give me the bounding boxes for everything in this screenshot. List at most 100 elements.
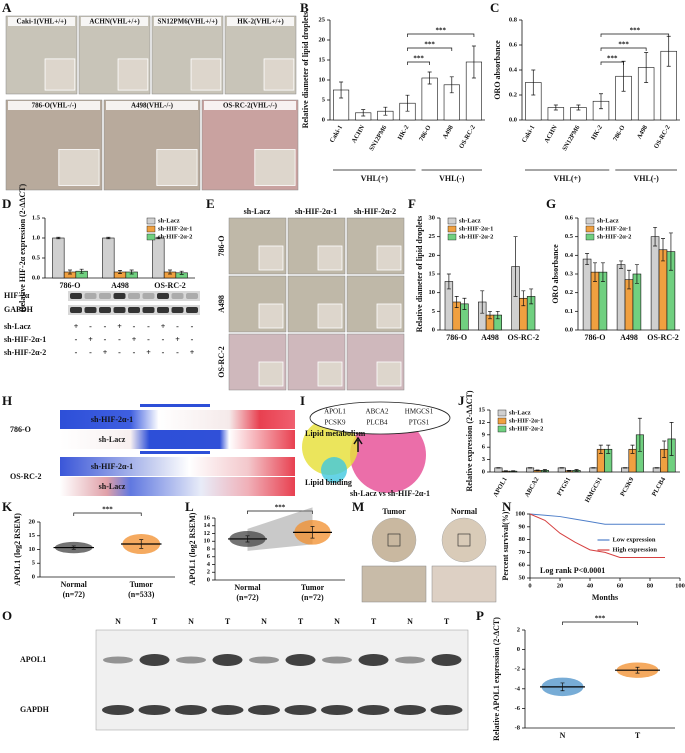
y-tick-label: 5 (432, 308, 436, 315)
error-bar (405, 94, 410, 112)
bar (616, 264, 626, 331)
error-bar (606, 444, 611, 454)
micrograph-inset (263, 58, 295, 91)
y-tick-label: 0.5 (32, 254, 41, 261)
condition-sign: + (88, 335, 93, 344)
caption-bg (81, 17, 148, 26)
blot-band (142, 293, 155, 299)
error-bar (593, 262, 597, 282)
image-caption: Caki-1(VHL+/+) (17, 18, 68, 26)
x-tick-label: ABCA2 (524, 476, 541, 498)
sig-bracket (73, 512, 142, 516)
y-tick-label: 0.0 (565, 326, 573, 333)
legend-swatch (146, 217, 156, 225)
blot-band (175, 705, 207, 715)
micrograph-inset (44, 58, 76, 91)
survival-line (529, 513, 665, 559)
image-caption: ACHN(VHL+/+) (89, 18, 140, 26)
y-tick-label: 25 (319, 16, 326, 23)
x-tick-label: T (635, 731, 641, 740)
y-tick-label: 2 (517, 626, 520, 633)
bar (526, 467, 535, 473)
bar (52, 237, 65, 279)
panel-label: D (2, 196, 11, 211)
group-label: OS-RC-2 (10, 472, 42, 481)
blot-band (103, 656, 133, 664)
blot-band (139, 654, 170, 666)
condition-sign: - (162, 335, 165, 344)
y-axis-label: APOL1 (log2 RSEM) (188, 512, 197, 585)
error-bar (106, 236, 111, 240)
y-tick-label: 5 (32, 560, 36, 567)
y-tick-label: 0 (482, 468, 485, 475)
blot-band (321, 705, 353, 715)
error-bar (488, 310, 492, 320)
micrograph-inset (317, 303, 343, 329)
error-bar (179, 270, 184, 275)
lane-label: T (225, 617, 231, 626)
sig-label: *** (595, 615, 606, 623)
blot-band (357, 705, 390, 715)
lane-label: T (371, 617, 377, 626)
y-tick-label: 6 (207, 553, 211, 560)
gene-label: HMGCS1 (405, 408, 434, 416)
error-bar (480, 290, 485, 314)
micrograph-inset (156, 149, 198, 186)
y-tick-label: 0.0 (509, 116, 517, 123)
y-tick-label: 100 (515, 510, 525, 517)
y-tick-label: 15 (29, 532, 36, 539)
x-tick-label: A498 (111, 281, 129, 290)
micrograph-inset (190, 58, 222, 91)
blot-band (113, 293, 126, 299)
row-label: A498 (217, 295, 226, 313)
bar (582, 258, 592, 331)
bar (658, 249, 668, 331)
lane-label: T (298, 617, 304, 626)
y-tick-label: 25 (429, 233, 436, 240)
blot-band (157, 293, 169, 299)
arrow (353, 436, 363, 452)
y-tick-label: 0 (432, 326, 435, 333)
x-tick-label: SN12PM6 (368, 124, 389, 153)
lane-label: N (407, 617, 413, 626)
legend-label: sh-HIF-2α-1 (597, 225, 631, 232)
blot-band (171, 307, 184, 313)
y-tick-label: 15 (479, 406, 486, 413)
y-tick-label: 0 (322, 116, 325, 123)
y-tick-label: 1.5 (32, 214, 41, 221)
blot-band (248, 705, 280, 715)
set-label: Lipid metabolism (305, 429, 366, 438)
y-tick-label: 14 (204, 522, 211, 529)
row-label: sh-HIF-2α-1 (91, 462, 133, 471)
blot-band (84, 307, 97, 313)
micrograph-inset (317, 245, 343, 271)
error-bar (310, 526, 315, 539)
legend-label: sh-HIF-2α-2 (158, 233, 192, 240)
error-bar (669, 422, 674, 456)
gene-oval (309, 401, 451, 435)
error-bar (68, 269, 72, 275)
error-bar (462, 297, 467, 310)
y-axis-label: ORO absorbance (493, 40, 502, 100)
x-tick-label: A498 (442, 124, 456, 141)
y-tick-label: 10 (29, 546, 36, 553)
error-bar (139, 539, 144, 549)
condition-sign: - (133, 348, 136, 357)
sig-bracket (600, 33, 670, 37)
panel-label: F (408, 196, 416, 211)
lane-label: N (261, 617, 267, 626)
blot-band (84, 293, 97, 299)
sig-bracket (562, 621, 638, 625)
error-bar (446, 273, 451, 290)
x-tick-label: 100 (675, 582, 685, 589)
blot-band (99, 293, 111, 299)
y-tick-label: 0 (517, 646, 520, 653)
zoom-box (457, 533, 471, 547)
error-bar (644, 52, 649, 83)
y-tick-label: 9 (482, 431, 486, 438)
error-bar (56, 236, 61, 240)
y-tick-label: 20 (429, 252, 436, 259)
heatmap-row (60, 430, 295, 449)
lane-label: N (115, 617, 121, 626)
x-tick-note: (n=533) (128, 590, 155, 599)
